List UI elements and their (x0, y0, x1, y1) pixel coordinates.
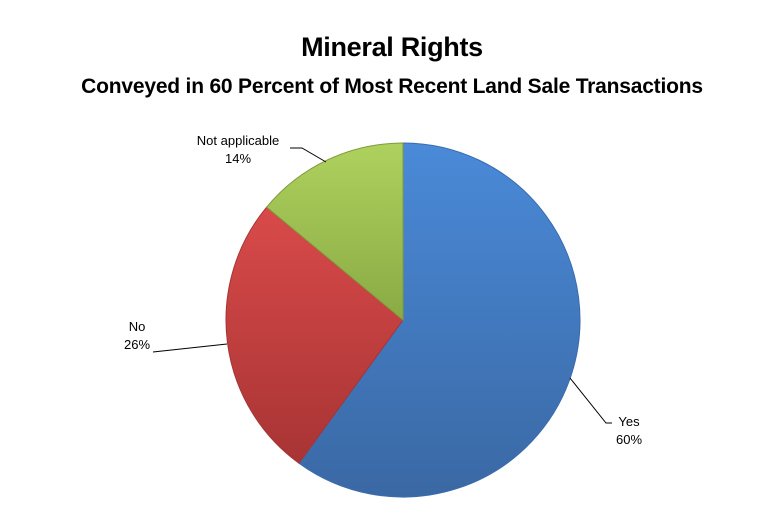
label-yes-pct: 60% (615, 432, 643, 447)
chart-title: Mineral Rights (301, 32, 483, 62)
label-not-applicable-pct: 14% (224, 151, 252, 166)
chart-subtitle: Conveyed in 60 Percent of Most Recent La… (81, 75, 703, 98)
label-yes: Yes 60% (604, 413, 654, 449)
leader-line-yes (569, 377, 612, 424)
label-not-applicable-name: Not applicable (196, 133, 280, 148)
label-no-pct: 26% (123, 337, 151, 352)
pie-slice-yes (298, 142, 581, 498)
pie-slices (225, 142, 581, 498)
leader-lines (152, 147, 612, 424)
leader-line-no (152, 343, 228, 353)
pie-slice-no (225, 206, 404, 464)
pie-slice-not-applicable (265, 142, 404, 322)
label-not-applicable: Not applicable 14% (186, 132, 290, 168)
leader-line-na (290, 147, 327, 163)
label-no-name: No (128, 319, 146, 334)
label-yes-name: Yes (618, 414, 640, 429)
label-no: No 26% (112, 318, 162, 354)
